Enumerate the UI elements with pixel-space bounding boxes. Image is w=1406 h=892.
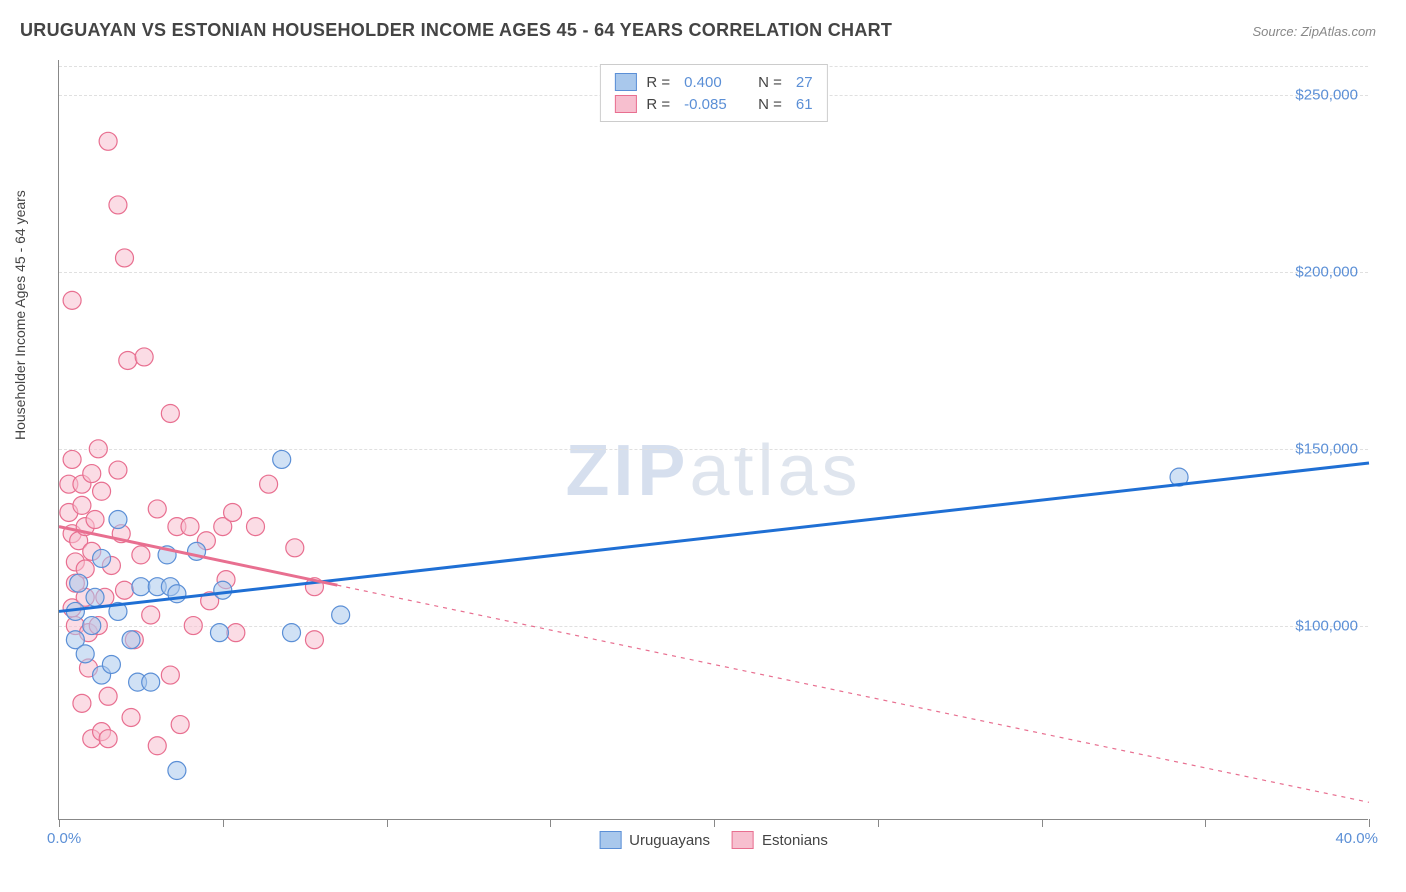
legend-swatch: [614, 95, 636, 113]
legend-swatch: [599, 831, 621, 849]
x-tick: [59, 819, 60, 827]
legend-n-label: N =: [758, 96, 782, 113]
legend-swatch: [614, 73, 636, 91]
chart-title: URUGUAYAN VS ESTONIAN HOUSEHOLDER INCOME…: [20, 20, 892, 41]
chart-plot-area: ZIPatlas $100,000$150,000$200,000$250,00…: [58, 60, 1368, 820]
x-axis-max-label: 40.0%: [1335, 830, 1378, 847]
x-tick: [714, 819, 715, 827]
y-axis-label: Householder Income Ages 45 - 64 years: [12, 190, 28, 440]
x-tick: [1042, 819, 1043, 827]
legend-item: Estonians: [732, 831, 828, 849]
legend-label: Uruguayans: [629, 832, 710, 849]
legend-n-value: 61: [796, 96, 813, 113]
legend-row: R = 0.400 N = 27: [614, 71, 812, 93]
legend-row: R = -0.085 N = 61: [614, 93, 812, 115]
x-tick: [387, 819, 388, 827]
x-axis-min-label: 0.0%: [47, 830, 81, 847]
series-legend: Uruguayans Estonians: [599, 831, 828, 849]
x-tick: [223, 819, 224, 827]
source-attribution: Source: ZipAtlas.com: [1252, 24, 1376, 39]
legend-swatch: [732, 831, 754, 849]
x-tick: [1205, 819, 1206, 827]
legend-r-label: R =: [646, 96, 670, 113]
x-tick: [878, 819, 879, 827]
legend-r-value: -0.085: [684, 96, 740, 113]
x-tick: [1369, 819, 1370, 827]
legend-n-label: N =: [758, 74, 782, 91]
legend-label: Estonians: [762, 832, 828, 849]
x-tick: [550, 819, 551, 827]
legend-n-value: 27: [796, 74, 813, 91]
legend-item: Uruguayans: [599, 831, 710, 849]
legend-r-value: 0.400: [684, 74, 740, 91]
legend-r-label: R =: [646, 74, 670, 91]
correlation-legend: R = 0.400 N = 27 R = -0.085 N = 61: [599, 64, 827, 122]
data-layer: [59, 60, 1368, 819]
